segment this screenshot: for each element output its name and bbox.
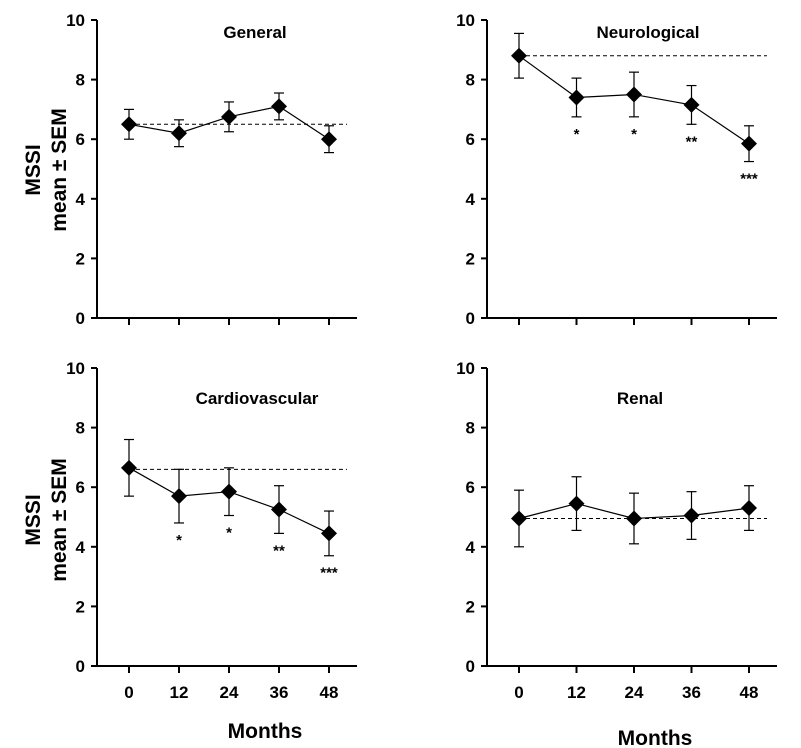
data-point [121, 459, 137, 476]
data-point [321, 525, 337, 542]
panel-general: 0 2 4 6 8 10 General [66, 11, 357, 328]
y-tick-label: 8 [76, 419, 85, 438]
x-tick-label: 0 [124, 683, 133, 702]
y-axis-label-top-line1: MSSI [22, 144, 45, 195]
y-tick-label: 0 [466, 657, 475, 676]
x-tick-label: 36 [682, 683, 701, 702]
data-point [171, 125, 187, 142]
significance-marker: * [574, 126, 580, 143]
y-tick-label: 4 [466, 538, 476, 557]
data-point [271, 98, 287, 115]
data-point [626, 86, 642, 103]
data-point [741, 500, 757, 517]
y-tick-label: 4 [76, 538, 86, 557]
x-tick-label: 36 [270, 683, 289, 702]
data-point [683, 96, 700, 113]
y-tick-label: 6 [466, 478, 475, 497]
data-point [511, 510, 527, 527]
x-tick-label: 48 [740, 683, 759, 702]
y-tick-label: 10 [66, 359, 85, 378]
y-tick-label: 8 [76, 71, 85, 90]
x-tick-label: 12 [567, 683, 586, 702]
significance-marker: * [226, 525, 232, 542]
data-point [568, 495, 585, 512]
y-tick-label: 2 [76, 597, 85, 616]
y-tick-label: 4 [76, 190, 86, 209]
y-tick-label: 2 [76, 249, 85, 268]
data-point [321, 131, 337, 148]
y-tick-label: 10 [456, 11, 475, 30]
data-point [271, 501, 287, 518]
y-tick-label: 8 [466, 419, 475, 438]
data-point [511, 47, 527, 64]
data-point [683, 507, 700, 524]
data-point [568, 89, 585, 106]
y-tick-label: 6 [466, 130, 475, 149]
panel-title: Cardiovascular [196, 389, 319, 408]
y-tick-label: 6 [76, 478, 85, 497]
x-tick-label: 48 [320, 683, 339, 702]
significance-marker: *** [320, 565, 338, 582]
y-tick-label: 4 [466, 190, 476, 209]
significance-marker: ** [686, 133, 698, 150]
data-point [221, 483, 237, 500]
panel-title: Neurological [597, 23, 700, 42]
x-tick-label: 12 [170, 683, 189, 702]
y-tick-label: 0 [466, 309, 475, 328]
x-tick-label: 24 [220, 683, 239, 702]
y-axis-label-bottom-line2: mean ± SEM [48, 458, 71, 582]
significance-marker: * [176, 532, 182, 549]
data-point [171, 488, 187, 505]
y-tick-label: 10 [66, 11, 85, 30]
x-axis-label-left: Months [228, 720, 303, 743]
y-axis-label-bottom-line1: MSSI [22, 494, 45, 545]
x-tick-label: 24 [625, 683, 644, 702]
data-point [221, 108, 237, 125]
panel-title: Renal [617, 389, 663, 408]
data-point [741, 135, 757, 152]
y-axis-label-top-line2: mean ± SEM [48, 108, 71, 232]
significance-marker: * [631, 126, 637, 143]
y-tick-label: 2 [466, 249, 475, 268]
panel-title: General [223, 23, 286, 42]
y-tick-label: 10 [456, 359, 475, 378]
y-tick-label: 6 [76, 130, 85, 149]
y-tick-label: 0 [76, 309, 85, 328]
data-point [121, 116, 137, 133]
x-axis-label-right: Months [618, 727, 693, 748]
significance-marker: ** [273, 542, 285, 559]
y-tick-label: 0 [76, 657, 85, 676]
x-tick-label: 0 [514, 683, 523, 702]
data-point [626, 510, 642, 527]
y-tick-label: 2 [466, 597, 475, 616]
significance-marker: *** [740, 171, 758, 188]
y-tick-label: 8 [466, 71, 475, 90]
